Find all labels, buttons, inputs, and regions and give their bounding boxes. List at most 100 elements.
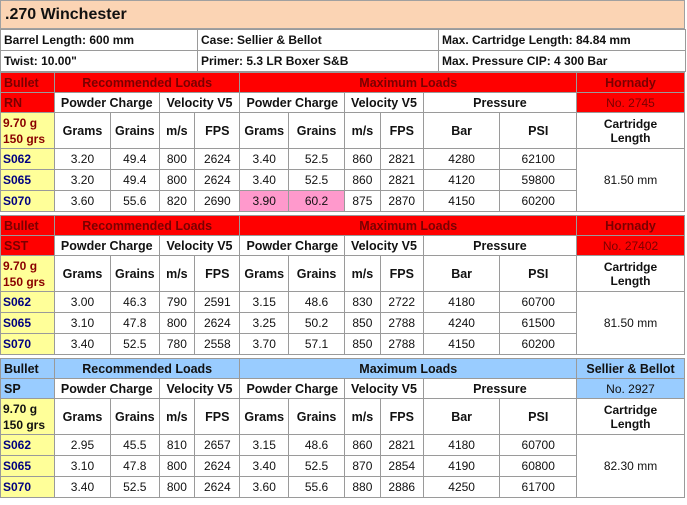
bullet-type: RN xyxy=(0,92,55,113)
max-fps: 2870 xyxy=(379,190,424,212)
pressure-psi: 61700 xyxy=(499,476,578,498)
unit-rec-ms: m/s xyxy=(158,255,196,292)
bullet-type: SP xyxy=(0,378,55,399)
unit-rec-grams: Grams xyxy=(53,398,112,435)
powder-id: S065 xyxy=(0,455,55,477)
cartridge-length-header: Cartridge Length xyxy=(576,112,685,149)
pressure-bar: 4250 xyxy=(422,476,501,498)
cartridge-length-value: 81.50 mm xyxy=(576,291,685,355)
cartridge-info-table: Barrel Length: 600 mm Case: Sellier & Be… xyxy=(0,29,686,72)
cartridge-length-header-1: Cartridge xyxy=(603,402,658,417)
pressure-psi: 60700 xyxy=(499,291,578,313)
pressure-bar: 4240 xyxy=(422,312,501,334)
maximum-loads-header: Maximum Loads xyxy=(239,72,578,93)
powder-id: S062 xyxy=(0,434,55,456)
max-fps: 2788 xyxy=(379,312,424,334)
max-powder-charge-header: Powder Charge xyxy=(239,235,346,256)
rec-grams: 3.00 xyxy=(53,291,112,313)
unit-max-grams: Grams xyxy=(239,398,289,435)
bullet-number: No. 2745 xyxy=(576,92,685,113)
table-row: S065 3.10 47.8 800 2624 3.40 52.5 870 2854 4190 60… xyxy=(0,455,685,477)
unit-rec-fps: FPS xyxy=(194,255,241,292)
twist: Twist: 10.00" xyxy=(0,50,198,72)
pressure-bar: 4120 xyxy=(422,169,501,191)
max-fps: 2821 xyxy=(379,434,424,456)
rec-powder-charge-header: Powder Charge xyxy=(53,235,160,256)
max-fps: 2821 xyxy=(379,148,424,170)
bullet-block-sst: Bullet Recommended Loads Maximum Loads Horn… xyxy=(0,215,685,355)
bullet-maker: Sellier & Bellot xyxy=(576,358,685,379)
rec-grams: 3.20 xyxy=(53,148,112,170)
rec-ms: 800 xyxy=(158,312,196,334)
bullet-number: No. 27402 xyxy=(576,235,685,256)
max-velocity-header: Velocity V5 xyxy=(344,235,424,256)
bullet-maker: Hornady xyxy=(576,72,685,93)
maximum-loads-header: Maximum Loads xyxy=(239,215,578,236)
table-row: S062 3.00 46.3 790 2591 3.15 48.6 830 2722 4180 60… xyxy=(0,291,685,355)
rec-powder-charge-header: Powder Charge xyxy=(53,378,160,399)
unit-max-fps: FPS xyxy=(379,112,424,149)
unit-max-grains: Grains xyxy=(287,112,346,149)
rec-grains: 47.8 xyxy=(110,312,160,334)
rec-fps: 2591 xyxy=(194,291,241,313)
rec-velocity-header: Velocity V5 xyxy=(158,92,241,113)
cartridge-length-header-2: Length xyxy=(610,130,651,145)
rec-ms: 790 xyxy=(158,291,196,313)
rec-grains: 46.3 xyxy=(110,291,160,313)
max-velocity-header: Velocity V5 xyxy=(344,92,424,113)
max-ms: 870 xyxy=(344,455,381,477)
pressure-psi: 60700 xyxy=(499,434,578,456)
rec-fps: 2558 xyxy=(194,333,241,355)
bullet-weight-g: 9.70 g xyxy=(3,115,38,130)
title-bar: .270 Winchester xyxy=(0,0,685,29)
pressure-header: Pressure xyxy=(422,378,578,399)
bullet-weight-g: 9.70 g xyxy=(3,401,38,416)
barrel-length: Barrel Length: 600 mm xyxy=(0,29,198,51)
max-velocity-header: Velocity V5 xyxy=(344,378,424,399)
rec-fps: 2624 xyxy=(194,169,241,191)
table-row: S070 3.40 52.5 780 2558 3.70 57.1 850 2788 4150 60… xyxy=(0,333,685,355)
max-fps: 2788 xyxy=(379,333,424,355)
powder-id: S065 xyxy=(0,312,55,334)
unit-max-fps: FPS xyxy=(379,398,424,435)
rec-grains: 52.5 xyxy=(110,333,160,355)
max-fps: 2886 xyxy=(379,476,424,498)
pressure-bar: 4150 xyxy=(422,190,501,212)
max-pressure: Max. Pressure CIP: 4 300 Bar xyxy=(438,50,686,72)
max-ms: 860 xyxy=(344,434,381,456)
max-fps: 2722 xyxy=(379,291,424,313)
rec-ms: 810 xyxy=(158,434,196,456)
max-fps: 2854 xyxy=(379,455,424,477)
max-grains: 52.5 xyxy=(287,455,346,477)
rec-grams: 3.10 xyxy=(53,312,112,334)
pressure-bar: 4180 xyxy=(422,291,501,313)
unit-rec-ms: m/s xyxy=(158,398,196,435)
case: Case: Sellier & Bellot xyxy=(197,29,439,51)
bullet-weight-g: 9.70 g xyxy=(3,258,38,273)
rec-fps: 2624 xyxy=(194,476,241,498)
rec-grains: 47.8 xyxy=(110,455,160,477)
table-row: S062 3.20 49.4 800 2624 3.40 52.5 860 2821 4280 62… xyxy=(0,148,685,212)
max-grams: 3.15 xyxy=(239,434,289,456)
bullet-block-sp: Bullet Recommended Loads Maximum Loads Sell… xyxy=(0,358,685,498)
pressure-bar: 4190 xyxy=(422,455,501,477)
rec-grains: 49.4 xyxy=(110,169,160,191)
max-ms: 860 xyxy=(344,169,381,191)
unit-rec-grains: Grains xyxy=(110,112,160,149)
pressure-psi: 62100 xyxy=(499,148,578,170)
rec-grains: 45.5 xyxy=(110,434,160,456)
max-ms: 850 xyxy=(344,333,381,355)
bullet-weight: 9.70 g 150 grs xyxy=(0,255,55,292)
max-grains: 60.2 xyxy=(287,190,346,212)
unit-pressure-psi: PSI xyxy=(499,255,578,292)
unit-max-grams: Grams xyxy=(239,112,289,149)
rec-ms: 800 xyxy=(158,169,196,191)
pressure-psi: 60800 xyxy=(499,455,578,477)
table-row: S070 3.60 55.6 820 2690 3.90 60.2 875 2870 4150 60… xyxy=(0,190,685,212)
max-grains: 48.6 xyxy=(287,434,346,456)
max-grams: 3.40 xyxy=(239,169,289,191)
rec-ms: 820 xyxy=(158,190,196,212)
max-grains: 57.1 xyxy=(287,333,346,355)
recommended-loads-header: Recommended Loads xyxy=(53,358,241,379)
